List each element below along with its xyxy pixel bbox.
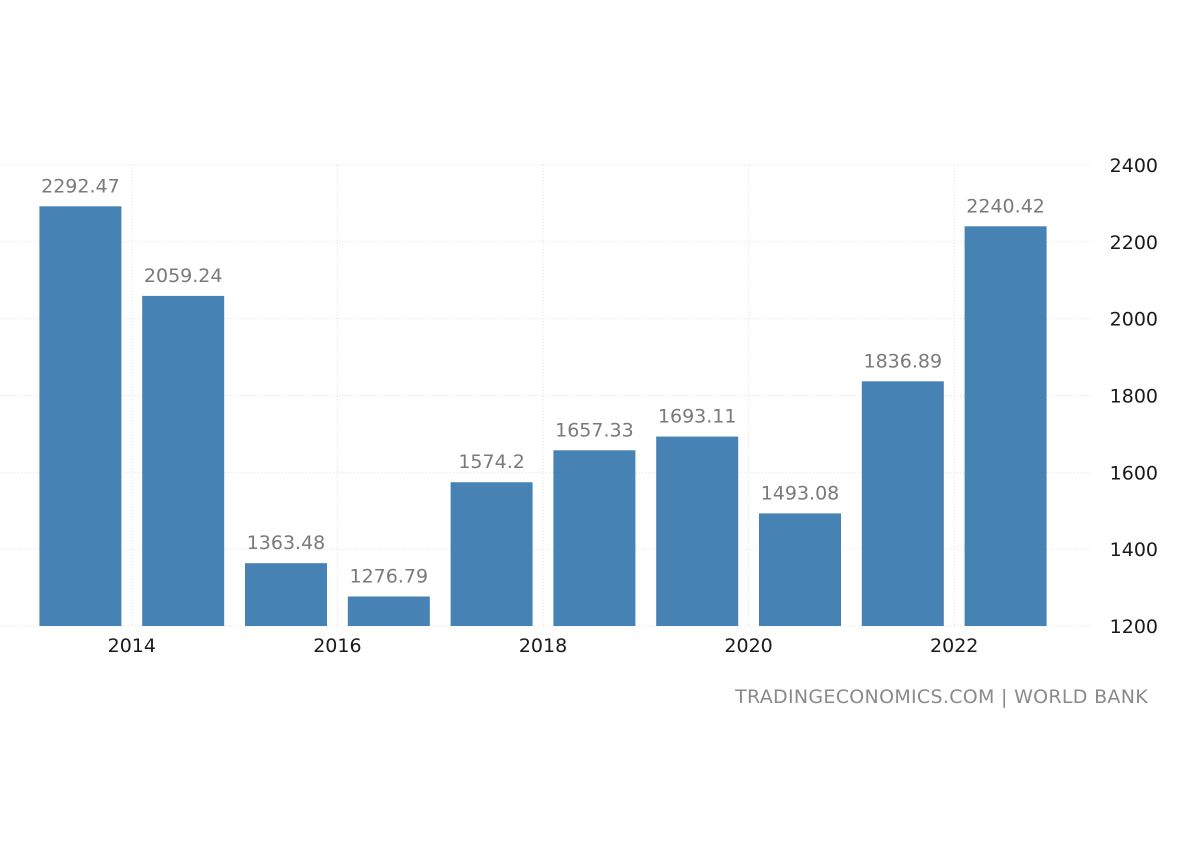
x-tick-label: 2016 — [313, 635, 361, 657]
data-label: 2292.47 — [41, 175, 120, 197]
y-axis: 1200 1400 1600 1800 2000 2200 2400 — [1110, 155, 1158, 638]
bar-2020 — [759, 513, 841, 626]
y-tick-label: 2200 — [1110, 232, 1158, 254]
value-labels: 2292.47 2059.24 1363.48 1276.79 1574.2 1657.3… — [41, 175, 1045, 587]
data-label: 1657.33 — [555, 419, 634, 441]
y-tick-label: 1400 — [1110, 539, 1158, 561]
data-label: 2240.42 — [966, 195, 1045, 217]
grid-lines — [0, 164, 1090, 627]
bar-2016 — [347, 596, 430, 626]
source-credit: TRADINGECONOMICS.COM | WORLD BANK — [735, 686, 1148, 708]
bar-2017 — [450, 482, 533, 626]
bar-2018 — [553, 450, 636, 626]
y-tick-label: 1800 — [1110, 386, 1158, 408]
y-tick-label: 2000 — [1110, 309, 1158, 331]
x-tick-label: 2018 — [519, 635, 567, 657]
data-label: 2059.24 — [144, 265, 223, 287]
bar-2014 — [142, 295, 225, 626]
y-tick-label: 1200 — [1110, 616, 1158, 638]
y-tick-label: 1600 — [1110, 462, 1158, 484]
data-label: 1276.79 — [350, 565, 429, 587]
bar-2019 — [656, 436, 739, 626]
bar-2022 — [964, 226, 1047, 627]
y-tick-label: 2400 — [1110, 155, 1158, 177]
x-axis: 2014 2016 2018 2020 2022 — [108, 635, 979, 657]
data-label: 1574.2 — [458, 451, 524, 473]
bars — [39, 206, 1047, 627]
data-label: 1493.08 — [761, 482, 840, 504]
x-tick-label: 2014 — [108, 635, 156, 657]
x-tick-label: 2020 — [724, 635, 772, 657]
bar-2015 — [245, 563, 327, 626]
data-label: 1693.11 — [658, 406, 737, 428]
data-label: 1836.89 — [864, 350, 943, 372]
x-tick-label: 2022 — [930, 635, 978, 657]
bar-2021 — [861, 381, 944, 626]
bar-2013 — [39, 206, 122, 626]
data-label: 1363.48 — [247, 532, 326, 554]
